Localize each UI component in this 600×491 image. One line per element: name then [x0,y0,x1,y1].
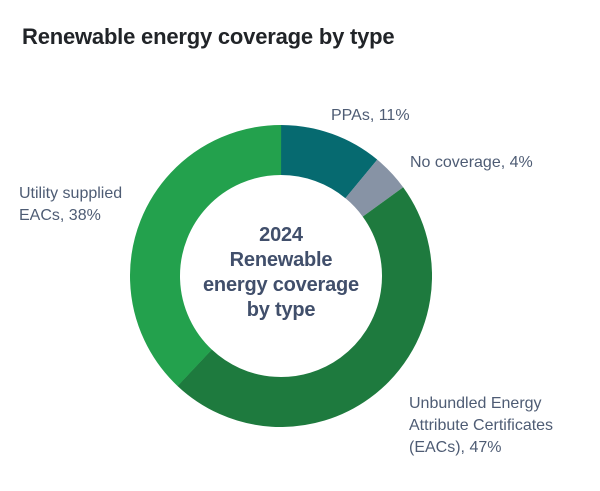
slice-label-no-coverage: No coverage, 4% [410,154,533,171]
center-label-line-year: 2024 [259,224,303,246]
donut-center-label: 2024 Renewable energy coverage by type [166,223,396,323]
chart-title: Renewable energy coverage by type [22,24,395,49]
center-label-line-2: energy coverage [203,274,359,296]
donut-chart [130,125,432,427]
center-label-line-1: Renewable [229,249,333,271]
slice-label-unbundled-eacs: Unbundled Energy Attribute Certificates … [409,395,554,456]
slice-label-utility-supplied-eacs: Utility supplied EACs, 38% [19,185,123,224]
slice-label-ppas: PPAs, 11% [331,107,410,124]
donut-slice-utility-supplied-eacs [130,125,432,427]
center-label-line-3: by type [246,299,316,321]
donut-slice-no-coverage [130,125,432,427]
